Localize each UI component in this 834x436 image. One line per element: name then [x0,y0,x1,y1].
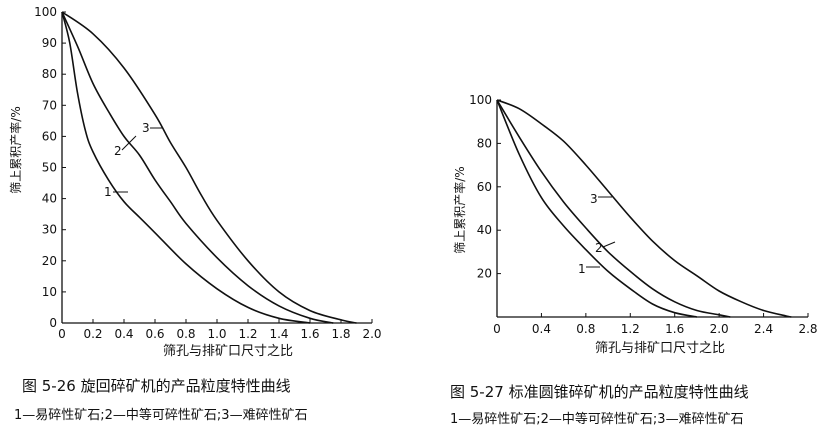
x-tick-label: 0.6 [145,327,164,341]
series-3-curve [496,99,792,318]
x-tick-label: 1.2 [238,327,257,341]
x-tick-label: 1.8 [331,327,350,341]
y-tick-label: 60 [477,180,492,194]
x-tick-label: 1.4 [269,327,288,341]
series-3-label: 3 [590,192,598,206]
x-tick-label: 1.6 [665,322,684,336]
x-axis-label: 筛孔与排矿口尺寸之比 [163,344,293,359]
series-2-curve [496,99,731,318]
x-tick-label: 0.8 [576,322,595,336]
y-axis-label: 筛上累积产率/% [8,106,23,193]
y-tick-label: 40 [477,223,492,237]
y-tick-label: 40 [42,192,57,206]
x-tick-label: 0.8 [176,327,195,341]
chart-1: 0 0.2 0.4 0.6 0.8 1.0 1.2 1.4 1.6 1.8 2.0 0 10 20 30 40… [8,5,382,359]
x-tick-label: 0.4 [114,327,133,341]
series-2-leader [121,135,137,151]
series-2-curve [61,11,334,324]
series-2-leader [602,241,616,248]
x-tick-label: 2.8 [798,322,817,336]
x-tick-label: 0 [58,327,66,341]
series-1-curve [61,11,311,324]
y-tick-label: 20 [477,267,492,281]
figure-5-27-legend-note: 1—易碎性矿石;2—中等可碎性矿石;3—难碎性矿石 [450,412,744,427]
y-tick-label: 80 [42,67,57,81]
x-tick-label: 2.0 [362,327,381,341]
series-3-label: 3 [142,121,150,135]
y-tick-label: 50 [42,161,57,175]
y-tick-label: 20 [42,254,57,268]
y-tick-label: 90 [42,36,57,50]
figure-5-26-legend-note: 1—易碎性矿石;2—中等可碎性矿石;3—难碎性矿石 [14,408,308,423]
x-tick-label: 0 [493,322,501,336]
y-axis-label: 筛上累积产率/% [452,166,467,253]
x-tick-label: 0.2 [83,327,102,341]
y-tick-label: 0 [49,316,57,330]
x-tick-label: 2.4 [754,322,773,336]
series-2-label: 2 [114,144,122,158]
x-tick-label: 0.4 [532,322,551,336]
y-tick-label: 100 [469,93,492,107]
series-1-curve [496,99,698,318]
y-tick-label: 80 [477,136,492,150]
x-tick-label: 1.6 [300,327,319,341]
x-tick-label: 1.0 [207,327,226,341]
series-2-label: 2 [595,241,603,255]
y-tick-label: 30 [42,223,57,237]
x-tick-label: 1.2 [621,322,640,336]
chart-2: 0 0.4 0.8 1.2 1.6 2.0 2.4 2.8 20 40 60 80 100 筛孔与排矿口尺… [452,93,818,356]
figure-5-27-caption: 图 5-27 标准圆锥碎矿机的产品粒度特性曲线 [450,383,749,401]
series-1-label: 1 [104,185,112,199]
y-tick-label: 10 [42,285,57,299]
y-tick-label: 100 [34,5,57,19]
y-tick-label: 60 [42,129,57,143]
figure-5-26-caption: 图 5-26 旋回碎矿机的产品粒度特性曲线 [22,377,291,395]
y-tick-label: 70 [42,98,57,112]
x-axis-label: 筛孔与排矿口尺寸之比 [595,341,725,356]
series-1-label: 1 [578,262,586,276]
x-tick-label: 2.0 [710,322,729,336]
series-3-curve [61,11,357,324]
